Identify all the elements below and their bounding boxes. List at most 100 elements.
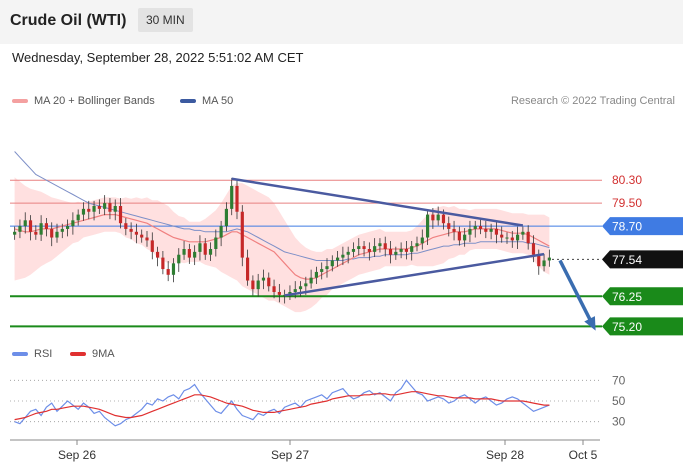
candle-body <box>473 226 477 229</box>
level-label-3: 77.54 <box>612 253 642 267</box>
candle-body <box>320 269 324 272</box>
level-label-1: 79.50 <box>612 196 642 210</box>
level-label-5: 75.20 <box>612 320 642 334</box>
candle-body <box>71 220 75 227</box>
rsi-tick-label: 70 <box>612 373 626 387</box>
candle-body <box>521 231 525 235</box>
candle-body <box>76 214 80 221</box>
candle-body <box>505 237 509 239</box>
level-tag-4 <box>602 287 683 306</box>
candle-body <box>436 214 440 221</box>
candle-body <box>92 206 96 212</box>
candle-body <box>351 249 356 252</box>
candle-body <box>23 220 27 227</box>
ma50-swatch <box>180 99 196 103</box>
candle-body <box>510 237 514 241</box>
candle-body <box>251 280 255 290</box>
rsi-tick-label: 30 <box>612 415 626 429</box>
candle-body <box>177 254 181 264</box>
candle-body <box>103 203 107 209</box>
candle-body <box>66 226 70 229</box>
x-tick-label: Oct 5 <box>569 448 598 462</box>
ma9-swatch <box>70 352 86 356</box>
candle-body <box>124 223 128 229</box>
legend-ma9-label: 9MA <box>92 348 115 360</box>
candle-body <box>531 243 536 255</box>
candle-body <box>261 277 266 281</box>
ma20-swatch <box>12 99 28 103</box>
candle-body <box>537 254 541 267</box>
candle-body <box>468 228 472 235</box>
level-tag-3 <box>602 250 683 269</box>
legend-ma50: MA 50 <box>180 95 233 107</box>
candle-body <box>325 266 329 270</box>
candle-body <box>388 249 393 255</box>
projection-arrow <box>558 259 594 325</box>
candle-body <box>108 203 112 212</box>
candle-body <box>18 226 22 232</box>
candle-body <box>547 257 551 261</box>
legend-ma9: 9MA <box>70 348 115 360</box>
candle-body <box>526 231 530 244</box>
candle-body <box>314 271 318 278</box>
candle-body <box>362 246 366 249</box>
candle-body <box>330 260 334 267</box>
lower-trendline <box>284 252 545 297</box>
bollinger-band <box>14 177 550 313</box>
level-label-0: 80.30 <box>612 173 642 187</box>
candle-body <box>309 277 313 284</box>
candle-body <box>463 234 467 241</box>
candle-body <box>171 263 176 275</box>
candle-body <box>113 206 117 212</box>
level-label-4: 76.25 <box>612 290 642 304</box>
candle-body <box>494 228 498 235</box>
legend-ma20: MA 20 + Bollinger Bands <box>12 95 155 107</box>
candle-body <box>447 223 451 229</box>
candle-body <box>394 251 398 255</box>
candle-body <box>13 231 17 235</box>
candle-body <box>187 249 191 258</box>
candle-body <box>410 246 414 252</box>
candle-body <box>198 243 202 252</box>
candle-body <box>39 223 43 235</box>
candle-body <box>415 243 419 247</box>
candle-body <box>166 269 170 275</box>
candle-body <box>452 228 456 232</box>
rsi-swatch <box>12 352 28 356</box>
candle-body <box>81 208 86 215</box>
timeframe-button[interactable]: 30 MIN <box>138 8 193 32</box>
candle-body <box>272 286 276 292</box>
candle-body <box>193 251 197 258</box>
candle-body <box>214 237 218 249</box>
candle-body <box>140 234 144 238</box>
rsi-line <box>14 379 550 427</box>
candle-body <box>230 185 234 209</box>
candle-body <box>224 208 228 227</box>
candle-body <box>383 243 387 249</box>
candle-body <box>404 249 408 252</box>
candle-body <box>426 214 430 238</box>
candle-body <box>203 243 207 255</box>
candle-body <box>256 280 260 290</box>
legend-rsi: RSI <box>12 348 52 360</box>
candle-body <box>336 257 340 261</box>
candle-body <box>44 223 48 229</box>
candle-body <box>500 234 504 238</box>
candle-body <box>357 246 361 249</box>
candle-body <box>34 231 38 235</box>
legend-ma50-label: MA 50 <box>202 95 234 107</box>
candle-body <box>235 185 239 212</box>
candle-body <box>298 286 303 290</box>
candle-body <box>50 228 54 238</box>
candle-body <box>516 234 520 241</box>
candle-body <box>28 220 33 232</box>
upper-trendline <box>231 177 524 227</box>
candle-body <box>182 249 186 255</box>
candle-body <box>420 237 424 244</box>
candle-body <box>399 249 403 252</box>
copyright: Research © 2022 Trading Central <box>510 95 675 107</box>
candle-body <box>246 257 250 281</box>
candle-body <box>489 228 493 232</box>
candle-body <box>373 246 377 252</box>
